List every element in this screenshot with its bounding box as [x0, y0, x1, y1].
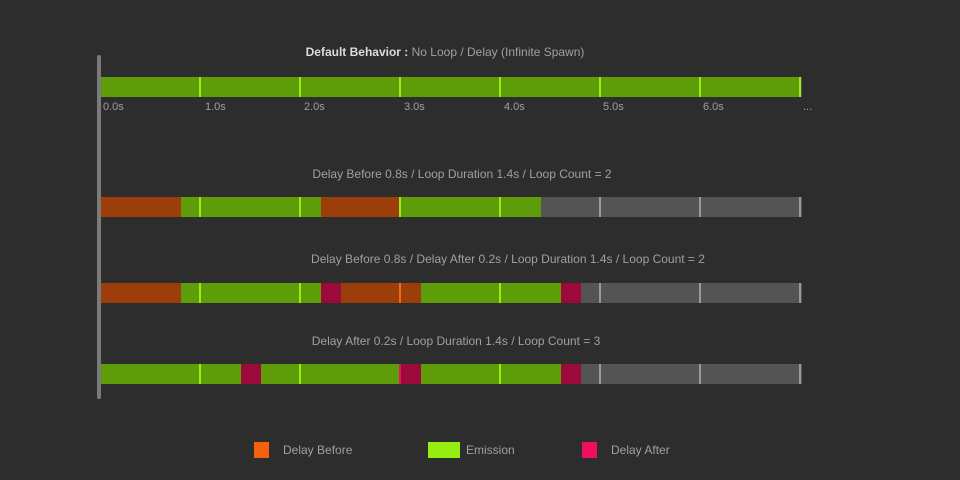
legend-label: Emission: [466, 443, 515, 457]
row-title-delay-after: Delay After 0.2s / Loop Duration 1.4s / …: [312, 334, 601, 348]
legend-item-delay-after: Delay After: [582, 442, 670, 458]
second-tick: [799, 77, 801, 97]
second-tick: [599, 364, 601, 384]
axis-label: 2.0s: [304, 101, 325, 113]
second-tick: [699, 77, 701, 97]
second-tick: [799, 283, 801, 303]
timeline-bar-delay-after: [101, 364, 802, 384]
row-title-text: Delay Before 0.8s / Loop Duration 1.4s /…: [312, 167, 612, 181]
segment-emission: [101, 364, 241, 384]
row-title-text: Delay After 0.2s / Loop Duration 1.4s / …: [311, 334, 601, 348]
segment-delay-before: [341, 283, 421, 303]
axis-label: 4.0s: [504, 101, 525, 113]
segment-emission: [101, 77, 801, 97]
second-tick: [499, 364, 501, 384]
second-tick: [499, 283, 501, 303]
segment-delay-after: [561, 283, 581, 303]
second-tick: [699, 197, 701, 217]
timeline-bar-default: [101, 77, 802, 97]
second-tick: [799, 364, 801, 384]
second-tick: [399, 77, 401, 97]
second-tick: [799, 197, 801, 217]
legend-swatch: [582, 442, 597, 458]
second-tick: [699, 364, 701, 384]
segment-emission: [401, 197, 541, 217]
axis-label: 6.0s: [703, 101, 724, 113]
segment-emission: [261, 364, 401, 384]
segment-emission: [181, 197, 321, 217]
second-tick: [199, 364, 201, 384]
segment-delay-before: [101, 197, 181, 217]
segment-emission: [181, 283, 321, 303]
second-tick: [399, 197, 401, 217]
second-tick: [299, 77, 301, 97]
segment-emission: [421, 283, 561, 303]
second-tick: [199, 197, 201, 217]
second-tick: [599, 197, 601, 217]
second-tick: [399, 283, 401, 303]
axis-label: 5.0s: [603, 101, 624, 113]
segment-delay-before: [101, 283, 181, 303]
second-tick: [399, 364, 401, 384]
row-title-delay-before: Delay Before 0.8s / Loop Duration 1.4s /…: [312, 167, 611, 181]
row-title-default: Default Behavior : No Loop / Delay (Infi…: [306, 45, 585, 59]
second-tick: [299, 364, 301, 384]
axis-label: 0.0s: [103, 101, 124, 113]
second-tick: [299, 283, 301, 303]
axis-label: 1.0s: [205, 101, 226, 113]
row-title-text: No Loop / Delay (Infinite Spawn): [411, 45, 585, 59]
segment-delay-after: [241, 364, 261, 384]
legend-label: Delay After: [611, 443, 670, 457]
legend-swatch: [254, 442, 269, 458]
segment-delay-before: [321, 197, 401, 217]
segment-delay-after: [401, 364, 421, 384]
axis-label: 3.0s: [404, 101, 425, 113]
timeline-bar-delay-before: [101, 197, 802, 217]
row-title-bold: Default Behavior :: [305, 45, 409, 59]
second-tick: [599, 283, 601, 303]
legend-swatch: [428, 442, 460, 458]
second-tick: [299, 197, 301, 217]
second-tick: [699, 283, 701, 303]
second-tick: [499, 197, 501, 217]
second-tick: [199, 77, 201, 97]
row-title-text: Delay Before 0.8s / Delay After 0.2s / L…: [311, 252, 705, 266]
segment-delay-after: [561, 364, 581, 384]
segment-emission: [421, 364, 561, 384]
legend-label: Delay Before: [283, 443, 353, 457]
timeline-bar-delay-before-after: [101, 283, 802, 303]
timeline-start-line: [97, 55, 101, 399]
second-tick: [599, 77, 601, 97]
legend-item-emission: Emission: [428, 442, 515, 458]
legend-item-delay-before: Delay Before: [254, 442, 352, 458]
axis-label: ...: [803, 101, 813, 113]
second-tick: [199, 283, 201, 303]
second-tick: [499, 77, 501, 97]
row-title-delay-before-after: Delay Before 0.8s / Delay After 0.2s / L…: [311, 252, 705, 266]
segment-delay-after: [321, 283, 341, 303]
